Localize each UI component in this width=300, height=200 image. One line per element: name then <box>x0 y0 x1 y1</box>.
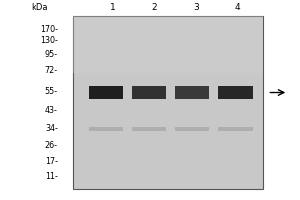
Text: 72-: 72- <box>45 66 58 75</box>
Text: 26-: 26- <box>45 141 58 150</box>
Bar <box>89 127 123 131</box>
Bar <box>175 86 209 99</box>
Text: 1: 1 <box>110 3 116 12</box>
Text: kDa: kDa <box>31 3 47 12</box>
Text: 170-: 170- <box>40 25 58 34</box>
Text: 4: 4 <box>235 3 241 12</box>
Bar <box>73 16 263 73</box>
Text: 2: 2 <box>152 3 157 12</box>
Text: 11-: 11- <box>45 172 58 181</box>
Bar <box>132 86 166 99</box>
Text: 3: 3 <box>193 3 199 12</box>
Bar <box>73 16 263 189</box>
Text: 95-: 95- <box>45 50 58 59</box>
Bar <box>175 127 209 131</box>
Text: 43-: 43- <box>45 106 58 115</box>
Bar <box>218 127 253 131</box>
Text: 17-: 17- <box>45 157 58 166</box>
Bar <box>132 127 166 131</box>
Bar <box>89 86 123 99</box>
Text: 34-: 34- <box>45 124 58 133</box>
Bar <box>218 86 253 99</box>
Text: 55-: 55- <box>45 87 58 96</box>
Text: 130-: 130- <box>40 36 58 45</box>
